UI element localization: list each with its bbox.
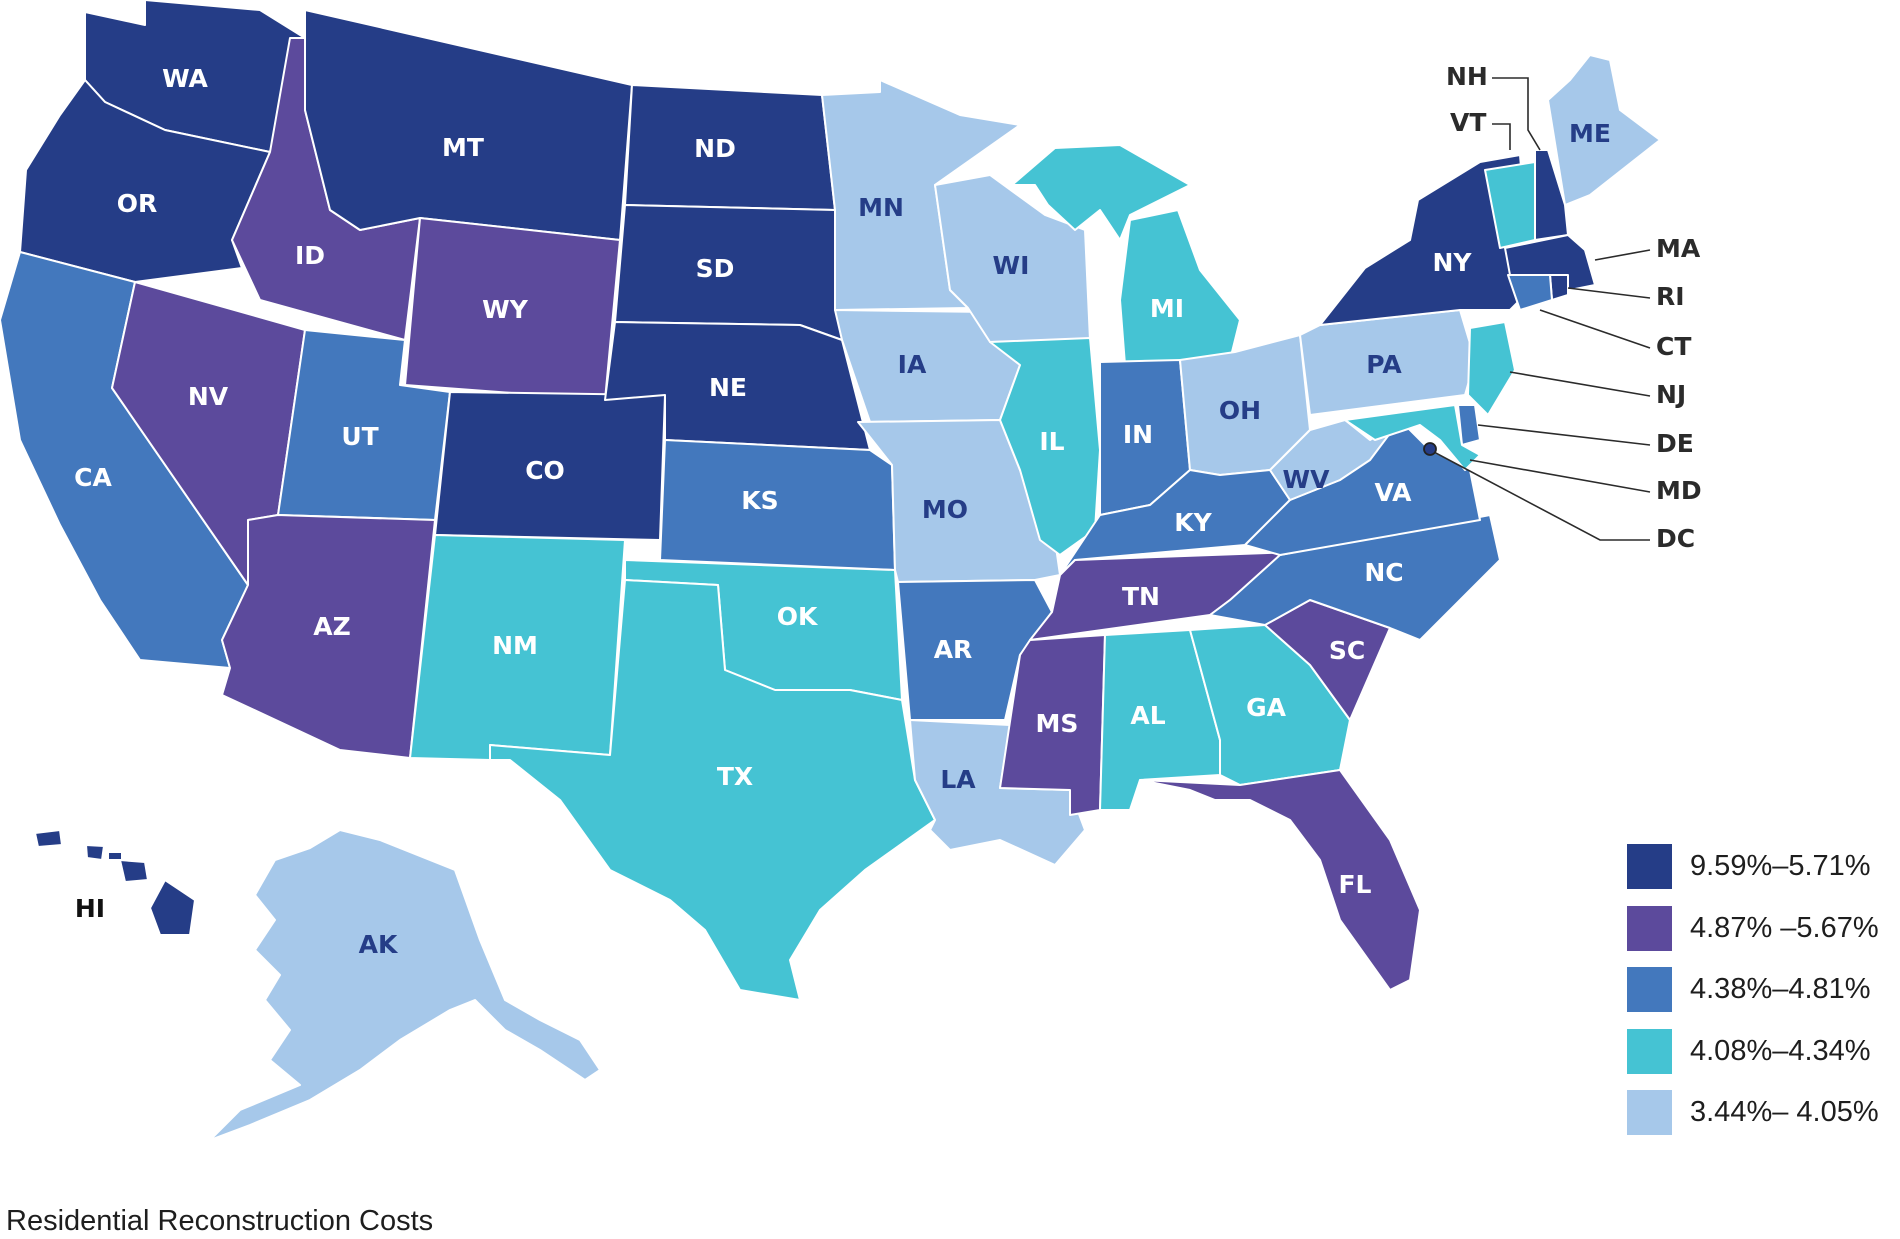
- legend-label: 4.08%–4.34%: [1690, 1034, 1871, 1067]
- leader-md: [1469, 459, 1651, 493]
- state-hi-kauai[interactable]: [34, 829, 63, 848]
- label-pa: PA: [1366, 350, 1402, 379]
- legend-item: 4.87% –5.67%: [1627, 898, 1897, 960]
- label-nc: NC: [1364, 558, 1403, 587]
- label-me: ME: [1569, 119, 1611, 148]
- label-or: OR: [117, 189, 158, 218]
- leader-ct: [1539, 309, 1651, 349]
- label-ut: UT: [341, 422, 378, 451]
- label-il: IL: [1039, 427, 1064, 456]
- label-nd: ND: [694, 134, 736, 163]
- legend-label: 9.59%–5.71%: [1690, 850, 1871, 883]
- state-md[interactable]: [1344, 404, 1481, 471]
- state-mt[interactable]: [304, 9, 633, 241]
- label-ia: IA: [898, 350, 927, 379]
- leader-de: [1477, 424, 1651, 446]
- state-il[interactable]: [989, 337, 1101, 556]
- label-mt: MT: [442, 133, 484, 162]
- leader-dc: [1431, 450, 1650, 541]
- label-tx: TX: [717, 762, 753, 791]
- state-labels: WA OR CA ID NV MT WY UT AZ CO NM ND SD N…: [74, 62, 1701, 959]
- leader-ri: [1567, 287, 1651, 299]
- legend-label: 3.44%– 4.05%: [1690, 1096, 1879, 1129]
- state-nj[interactable]: [1467, 321, 1516, 416]
- legend-swatch: [1627, 1028, 1672, 1074]
- label-co: CO: [525, 456, 565, 485]
- label-hi: HI: [75, 894, 105, 923]
- label-fl: FL: [1338, 870, 1371, 899]
- state-vt[interactable]: [1484, 161, 1536, 249]
- state-mi-lower[interactable]: [1119, 209, 1241, 366]
- label-ma: MA: [1656, 234, 1701, 263]
- leader-ma: [1594, 249, 1651, 261]
- map-caption: Residential Reconstruction Costs: [6, 1205, 434, 1237]
- legend-item: 9.59%–5.71%: [1627, 836, 1897, 898]
- label-ga: GA: [1246, 693, 1287, 722]
- label-ri: RI: [1656, 282, 1685, 311]
- state-mi[interactable]: [1011, 144, 1191, 241]
- state-fl[interactable]: [1139, 769, 1421, 991]
- state-hi-oahu[interactable]: [85, 844, 105, 861]
- legend-swatch: [1627, 905, 1672, 951]
- label-wa: WA: [162, 64, 208, 93]
- label-ks: KS: [741, 486, 778, 515]
- legend-item: 4.38%–4.81%: [1627, 959, 1897, 1021]
- leader-vt: [1492, 123, 1511, 150]
- label-la: LA: [940, 765, 976, 794]
- label-wv: WV: [1283, 465, 1331, 494]
- label-az: AZ: [313, 612, 350, 641]
- label-ak: AK: [359, 930, 399, 959]
- state-ct[interactable]: [1507, 274, 1553, 311]
- label-va: VA: [1375, 478, 1413, 507]
- label-wy: WY: [482, 295, 529, 324]
- legend-item: 4.08%–4.34%: [1627, 1021, 1897, 1083]
- label-ca: CA: [74, 463, 112, 492]
- label-dc: DC: [1656, 524, 1695, 553]
- label-nv: NV: [188, 382, 229, 411]
- label-ct: CT: [1656, 332, 1691, 361]
- label-nm: NM: [492, 631, 538, 660]
- legend: 9.59%–5.71% 4.87% –5.67% 4.38%–4.81% 4.0…: [1627, 836, 1897, 1144]
- label-ar: AR: [934, 635, 973, 664]
- legend-swatch: [1627, 1090, 1672, 1136]
- label-oh: OH: [1219, 396, 1261, 425]
- label-nj: NJ: [1656, 380, 1686, 409]
- label-mi: MI: [1150, 294, 1184, 323]
- state-hi-maui[interactable]: [119, 859, 149, 883]
- label-ok: OK: [777, 602, 819, 631]
- label-id: ID: [295, 241, 325, 270]
- label-ne: NE: [709, 373, 747, 402]
- legend-label: 4.87% –5.67%: [1690, 911, 1879, 944]
- legend-item: 3.44%– 4.05%: [1627, 1082, 1897, 1144]
- state-tx[interactable]: [489, 579, 936, 1001]
- state-dc[interactable]: [1423, 442, 1437, 456]
- label-al: AL: [1130, 701, 1165, 730]
- state-or[interactable]: [19, 79, 271, 283]
- legend-swatch: [1627, 844, 1672, 890]
- label-in: IN: [1123, 420, 1153, 449]
- label-tn: TN: [1122, 582, 1160, 611]
- label-mn: MN: [858, 193, 904, 222]
- leader-nj: [1509, 371, 1651, 397]
- label-nh: NH: [1446, 62, 1488, 91]
- label-vt: VT: [1450, 108, 1486, 137]
- label-wi: WI: [993, 251, 1030, 280]
- state-me[interactable]: [1547, 54, 1661, 206]
- label-ny: NY: [1432, 248, 1472, 277]
- leader-nh: [1492, 77, 1541, 151]
- label-ms: MS: [1036, 709, 1079, 738]
- label-md: MD: [1656, 476, 1702, 505]
- state-ak[interactable]: [209, 829, 601, 1141]
- legend-swatch: [1627, 967, 1672, 1013]
- label-sd: SD: [696, 254, 735, 283]
- label-ky: KY: [1174, 508, 1212, 537]
- label-de: DE: [1656, 429, 1694, 458]
- label-mo: MO: [922, 495, 968, 524]
- state-hi-molokai[interactable]: [107, 851, 123, 861]
- legend-label: 4.38%–4.81%: [1690, 973, 1871, 1006]
- label-sc: SC: [1329, 636, 1365, 665]
- state-hi[interactable]: [149, 879, 196, 936]
